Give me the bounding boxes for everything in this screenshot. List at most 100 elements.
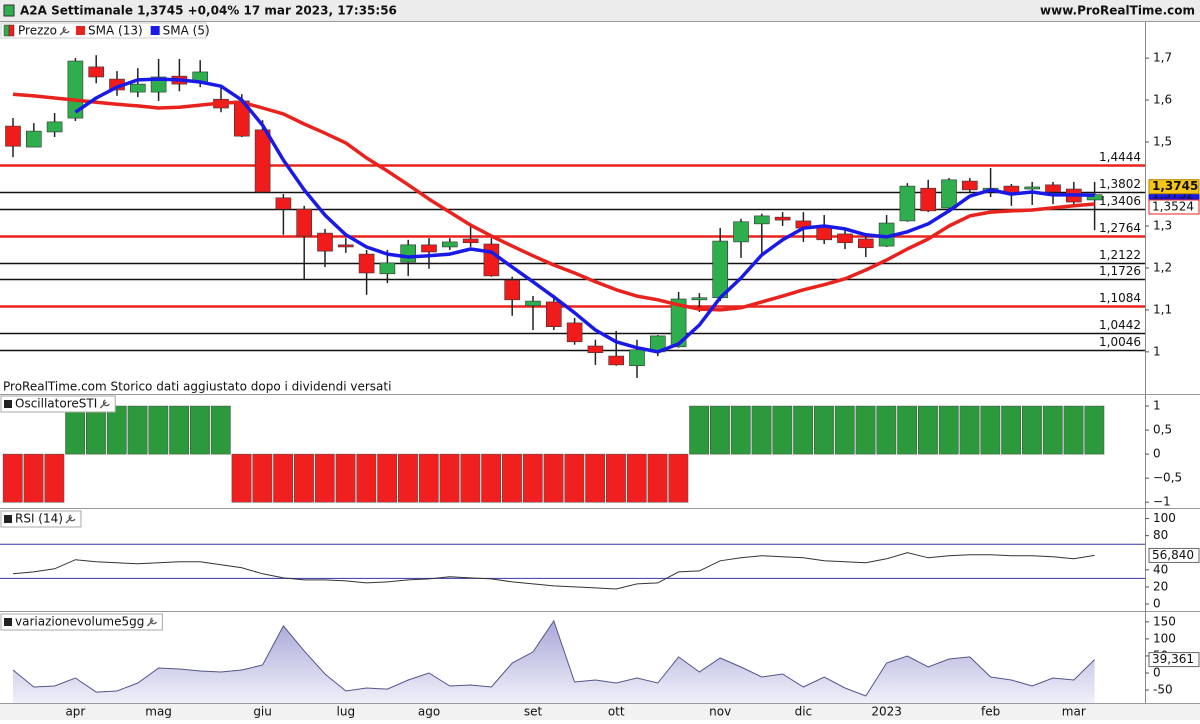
settings-icon: [65, 514, 76, 524]
oscillator-bar: [481, 453, 502, 503]
candle-body: [1045, 184, 1061, 193]
candle-body: [1024, 186, 1040, 190]
oscillator-bar: [2, 453, 23, 503]
oscillator-bar: [772, 405, 793, 455]
time-axis-strip: [0, 703, 1200, 720]
oscillator-bar: [273, 453, 294, 503]
y-tick-label: −0,5: [1153, 471, 1182, 485]
candle-body: [691, 297, 708, 301]
last-value-label: 56,840: [1152, 548, 1194, 562]
level-label: 1,3802: [1099, 177, 1141, 191]
x-tick-label: giu: [253, 705, 272, 719]
level-label: 1,1084: [1099, 291, 1141, 305]
oscillator-bar: [86, 405, 106, 455]
oscillator-bar: [876, 405, 897, 455]
indicator-label-box: [0, 613, 163, 631]
header-bar: [0, 0, 1200, 21]
chart-title: A2A Settimanale 1,3745 +0,04% 17 mar 202…: [20, 4, 397, 18]
oscillator-bar: [314, 453, 335, 503]
oscillator-bar: [938, 405, 959, 455]
candle-body: [88, 66, 104, 78]
candle-body: [857, 238, 874, 249]
oscillator-bar: [439, 453, 460, 503]
x-tick-label: mar: [1062, 705, 1086, 719]
oscillator-bar: [335, 453, 356, 503]
last-value-label: 1,3524: [1152, 199, 1194, 213]
candle-body: [670, 298, 687, 348]
x-tick-label: ott: [608, 705, 625, 719]
candle-body: [400, 244, 417, 263]
candle-body: [5, 125, 21, 147]
y-tick-label: −1: [1153, 495, 1171, 509]
oscillator-bar: [543, 453, 564, 503]
y-tick-label: 1: [1153, 399, 1161, 413]
x-tick-label: 2023: [871, 705, 902, 719]
y-tick-label: 1: [1153, 344, 1161, 358]
oscillator-bar: [356, 453, 377, 503]
candle-body: [254, 129, 271, 193]
legend-swatch: [150, 26, 160, 35]
y-tick-label: 20: [1153, 579, 1168, 593]
candle-body: [733, 221, 749, 243]
candle-body: [421, 244, 437, 253]
oscillator-bar: [127, 405, 148, 455]
area-line: [12, 619, 1095, 697]
oscillator-bar: [377, 453, 398, 503]
oscillator-bar: [606, 453, 626, 503]
candle-body: [358, 253, 375, 274]
x-tick-label: feb: [981, 705, 1000, 719]
y-tick-label: 40: [1153, 562, 1168, 576]
y-tick-label: 0,5: [1153, 423, 1172, 437]
candle-body: [483, 243, 500, 277]
last-value-box: [1148, 179, 1200, 195]
oscillator-bar: [585, 453, 606, 503]
oscillator-bar: [148, 405, 169, 455]
oscillator-bar: [730, 405, 751, 455]
x-tick-label: ago: [418, 705, 440, 719]
oscillator-bar: [502, 453, 522, 503]
footnote: ProRealTime.com Storico dati aggiustato …: [3, 380, 391, 394]
indicator-icon: [4, 618, 12, 626]
oscillator-bar: [1063, 405, 1084, 455]
y-tick-label: 0: [1153, 447, 1161, 461]
y-tick-label: 1,2: [1153, 260, 1172, 274]
candle-body: [837, 233, 853, 244]
settings-icon: [146, 617, 157, 627]
legend-swatch: [8, 24, 15, 37]
oscillator-bar: [1084, 405, 1105, 455]
candle-body: [46, 121, 63, 133]
settings-icon: [59, 26, 70, 36]
oscillator-bar: [460, 453, 481, 503]
indicator-name: RSI (14): [15, 512, 63, 526]
oscillator-bar: [106, 405, 127, 455]
y-tick-label: 150: [1153, 614, 1176, 628]
oscillator-bar: [522, 453, 543, 503]
y-tick-label: 0: [1153, 597, 1161, 611]
candle-body: [462, 238, 479, 244]
oscillator-bar: [897, 405, 918, 455]
site-link[interactable]: www.ProRealTime.com: [1040, 4, 1195, 18]
y-tick-label: 0: [1153, 666, 1161, 680]
oscillator-bar: [689, 405, 710, 455]
x-tick-label: apr: [65, 705, 85, 719]
oscillator-bar: [918, 405, 938, 455]
legend-swatch: [3, 24, 10, 37]
candle-body: [441, 241, 458, 248]
indicator-label-box: [0, 510, 82, 528]
oscillator-bar: [418, 453, 439, 503]
indicator-icon: [4, 400, 12, 408]
area-fill: [13, 620, 1095, 703]
indicator-name: OscillatoreSTI: [15, 397, 97, 411]
candle-body: [608, 355, 625, 366]
oscillator-bar: [210, 405, 231, 455]
candle-body: [379, 262, 396, 275]
oscillator-bar: [980, 405, 1001, 455]
level-label: 1,2122: [1099, 248, 1141, 262]
level-label: 1,4444: [1099, 150, 1141, 164]
y-tick-label: 100: [1153, 631, 1176, 645]
oscillator-bar: [626, 453, 647, 503]
y-tick-label: 1,6: [1153, 93, 1172, 107]
candle-body: [774, 216, 791, 221]
sma-line: [12, 92, 1095, 312]
